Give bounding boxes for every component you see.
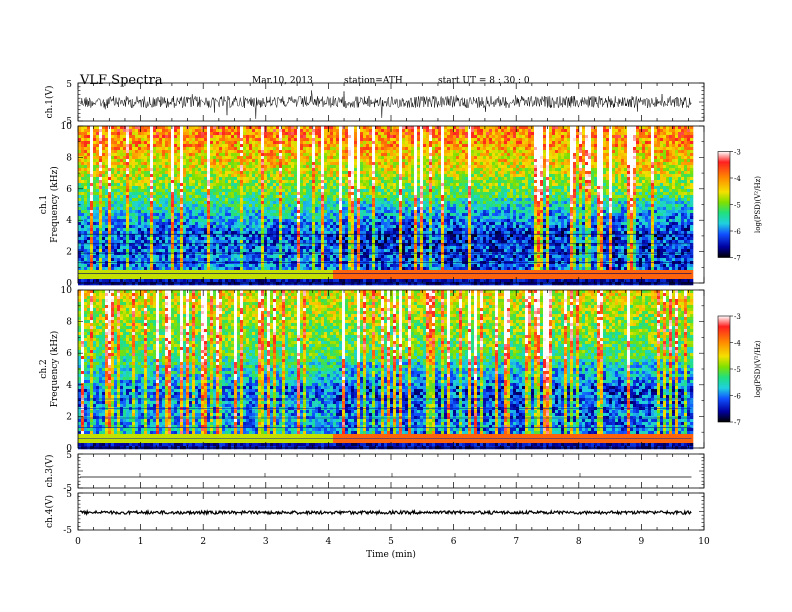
y-tick-label: 5: [66, 451, 72, 461]
colorbar-tick-label: -6: [734, 228, 741, 236]
y-tick-label: 10: [61, 122, 73, 132]
x-tick-label: 3: [263, 537, 269, 547]
ch1-spectrogram-image: [78, 126, 693, 285]
y-tick-label: 8: [66, 318, 72, 328]
x-tick-label: 5: [388, 537, 394, 547]
y-tick-label: 5: [66, 80, 72, 90]
colorbar-tick-label: -4: [734, 175, 741, 183]
y-tick-label: 6: [66, 349, 72, 359]
ch4-waveform-line: [80, 511, 691, 514]
x-tick-label: 8: [576, 537, 582, 547]
x-axis-label: Time (min): [366, 549, 416, 560]
y-axis-label: ch.4(V): [44, 495, 55, 528]
colorbar: [718, 152, 730, 258]
ch1-waveform-line: [80, 90, 691, 118]
colorbar-tick-label: -5: [734, 366, 741, 374]
colorbar-tick-label: -6: [734, 393, 741, 401]
x-tick-label: 6: [451, 537, 457, 547]
colorbar-label: log(PSD)(V²/Hz): [754, 176, 762, 233]
y-axis-label: ch.1(V): [44, 86, 55, 119]
y-axis-label: ch.3(V): [44, 455, 55, 488]
y-tick-label: 5: [66, 490, 72, 500]
x-tick-label: 0: [75, 537, 81, 547]
x-tick-label: 7: [513, 537, 519, 547]
x-tick-label: 1: [138, 537, 144, 547]
colorbar-tick-label: -4: [734, 340, 741, 348]
colorbar-tick-label: -7: [734, 419, 741, 427]
y-tick-label: 2: [66, 248, 72, 258]
y-tick-label: 10: [61, 286, 73, 296]
y-tick-label: 4: [66, 216, 72, 226]
x-tick-label: 4: [326, 537, 332, 547]
colorbar-tick-label: -3: [734, 149, 741, 157]
ch2-spectrogram-image: [78, 290, 693, 449]
y-axis-label: Frequency (kHz): [49, 166, 60, 243]
colorbar: [718, 316, 730, 422]
y-tick-label: -5: [63, 526, 72, 536]
y-axis-label: Frequency (kHz): [49, 331, 60, 408]
colorbar-label: log(PSD)(V²/Hz): [754, 340, 762, 397]
y-tick-label: 8: [66, 153, 72, 163]
y-tick-label: 2: [66, 412, 72, 422]
colorbar-tick-label: -3: [734, 313, 741, 321]
y-tick-label: 4: [66, 381, 72, 391]
x-tick-label: 2: [200, 537, 206, 547]
y-tick-label: 6: [66, 185, 72, 195]
x-tick-label: 10: [698, 537, 710, 547]
y-axis-label: ch.1: [39, 195, 49, 214]
colorbar-tick-label: -7: [734, 255, 741, 263]
x-tick-label: 9: [639, 537, 645, 547]
colorbar-tick-label: -5: [734, 202, 741, 210]
y-axis-label: ch.2: [39, 359, 49, 378]
